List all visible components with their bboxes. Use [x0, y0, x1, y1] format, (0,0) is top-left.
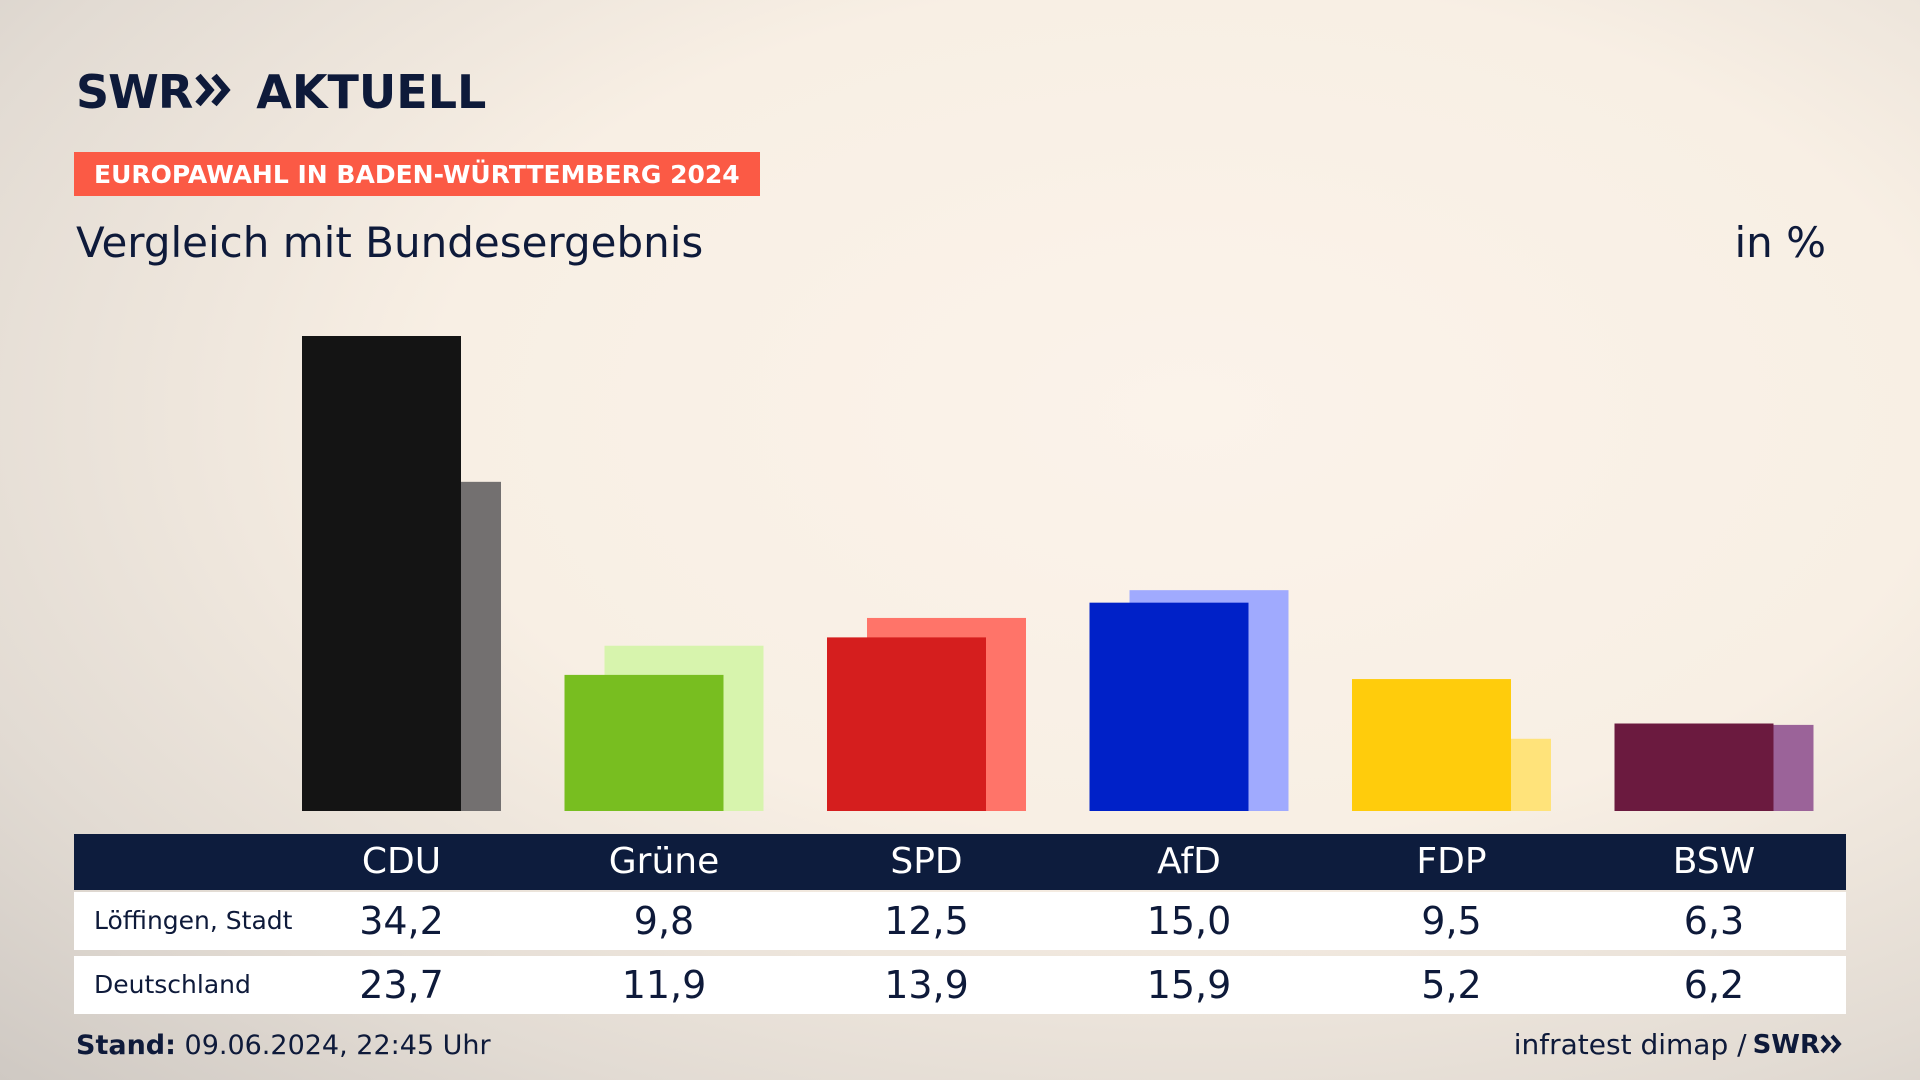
cell-spd: 13,9: [884, 963, 969, 1007]
cell-cdu: 23,7: [359, 963, 444, 1007]
double-chevron-icon: [194, 72, 234, 112]
swr-aktuell-logo: SWR AKTUELL: [76, 65, 487, 119]
footer-swr-logo: SWR: [1752, 1029, 1820, 1060]
bar-loeffingen-fdp: [1352, 679, 1511, 811]
bar-loeffingen-cdu: [302, 336, 461, 811]
column-header-grüne: Grüne: [608, 841, 720, 882]
logo-aktuell-text: AKTUELL: [256, 65, 487, 119]
cell-bsw: 6,2: [1683, 963, 1745, 1007]
footer-chevron-icon: [1820, 1028, 1844, 1061]
cell-cdu: 34,2: [359, 899, 444, 943]
bar-loeffingen-spd: [827, 637, 986, 811]
cell-spd: 12,5: [884, 899, 969, 943]
column-header-spd: SPD: [890, 841, 963, 882]
cell-afd: 15,0: [1146, 899, 1232, 943]
cell-fdp: 9,5: [1421, 899, 1482, 943]
cell-fdp: 5,2: [1421, 963, 1482, 1007]
row-label: Deutschland: [94, 970, 251, 999]
cell-afd: 15,9: [1146, 963, 1232, 1007]
source-text: infratest dimap /: [1513, 1028, 1747, 1061]
bar-loeffingen-grüne: [564, 674, 724, 811]
unit-label: in %: [1734, 218, 1826, 267]
bar-loeffingen-bsw: [1614, 723, 1774, 811]
stand-value: 09.06.2024, 22:45 Uhr: [184, 1030, 491, 1061]
table-header: CDU Grüne SPD AfD FDP BSW: [74, 834, 1846, 890]
cell-grüne: 11,9: [621, 963, 707, 1007]
cell-grüne: 9,8: [633, 899, 695, 943]
election-tag: EUROPAWAHL IN BADEN-WÜRTTEMBERG 2024: [74, 152, 760, 196]
logo-swr-text: SWR: [76, 65, 193, 119]
row-label: Löffingen, Stadt: [94, 906, 293, 935]
table-row: Löffingen, Stadt 34,2 9,8 12,5 15,0 9,5 6,3: [74, 892, 1846, 950]
column-header-fdp: FDP: [1416, 841, 1487, 882]
column-header-bsw: BSW: [1672, 841, 1756, 882]
bar-loeffingen-afd: [1089, 602, 1249, 811]
chart-subtitle: Vergleich mit Bundesergebnis: [76, 218, 704, 267]
timestamp: Stand: 09.06.2024, 22:45 Uhr: [76, 1030, 491, 1061]
column-header-cdu: CDU: [361, 841, 442, 882]
stand-label: Stand:: [76, 1030, 176, 1061]
column-header-afd: AfD: [1157, 841, 1221, 882]
cell-bsw: 6,3: [1683, 899, 1745, 943]
source-credit: infratest dimap / SWR: [1514, 1028, 1844, 1061]
table-row: Deutschland 23,7 11,9 13,9 15,9 5,2 6,2: [74, 956, 1846, 1014]
bar-chart: [302, 336, 1814, 811]
